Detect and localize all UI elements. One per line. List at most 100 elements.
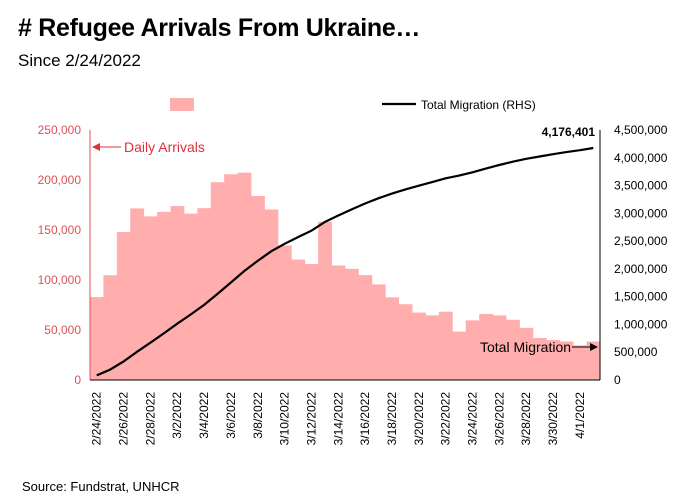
chart-source: Source: Fundstrat, UNHCR [22, 479, 180, 494]
chart-subtitle: Since 2/24/2022 [18, 51, 141, 70]
bar-label-3/2/2022: 173,952 [172, 161, 184, 203]
bar-label-3/20/2022: 67,405 [414, 274, 426, 309]
right-tick-3: 1,500,000 [614, 290, 668, 304]
bar-3/28/2022 [519, 327, 534, 380]
bar-3/9/2022 [264, 209, 279, 380]
bar-label-3/8/2022: 184,001 [253, 151, 265, 193]
bar-label-4/2/2022: 38,559 [588, 303, 600, 338]
bar-2/25/2022 [103, 275, 118, 380]
bar-label-2/24/2022: 82,955 [92, 259, 104, 294]
bar-3/26/2022 [492, 315, 507, 380]
right-tick-5: 2,500,000 [614, 234, 668, 248]
bar-3/13/2022 [318, 221, 332, 380]
daily-arrivals-annotation: Daily Arrivals [124, 139, 205, 155]
annotations: Daily Arrivals Total Migration 4,176,401 [92, 125, 598, 355]
bar-3/2/2022 [170, 206, 185, 380]
legend-label-bars: # Refugee Arrivals from Ukraine [194, 98, 364, 112]
bar-label-3/17/2022: 95,585 [374, 246, 386, 281]
bar-3/21/2022 [425, 315, 440, 380]
bar-3/20/2022 [412, 312, 426, 380]
bar-label-3/25/2022: 66,076 [481, 276, 493, 311]
bar-3/16/2022 [358, 275, 373, 380]
bar-3/23/2022 [452, 331, 467, 380]
x-tick-3/8/2022: 3/8/2022 [251, 392, 265, 439]
bar-label-3/7/2022: 207,322 [239, 128, 251, 170]
legend-swatch-bars [170, 98, 194, 111]
bar-3/11/2022 [291, 259, 306, 380]
bar-label-3/9/2022: 170,501 [266, 165, 278, 207]
bar-3/7/2022 [237, 172, 252, 380]
total-migration-line [96, 146, 594, 377]
x-tick-3/24/2022: 3/24/2022 [466, 392, 480, 446]
x-tick-3/18/2022: 3/18/2022 [385, 392, 399, 446]
bar-3/10/2022 [277, 245, 292, 380]
x-tick-3/4/2022: 3/4/2022 [197, 392, 211, 439]
right-tick-1: 500,000 [614, 345, 658, 359]
bar-3/4/2022 [197, 208, 212, 380]
bar-label-2/28/2022: 163,607 [145, 172, 157, 214]
right-tick-0: 0 [614, 373, 621, 387]
bar-3/19/2022 [398, 304, 413, 380]
bar-3/30/2022 [546, 340, 561, 380]
bar-label-3/13/2022: 158,341 [320, 177, 332, 219]
bar-4/1/2022 [573, 345, 587, 380]
left-axis: 0 50,000 100,000 150,000 200,000 250,000 [38, 123, 91, 387]
bar-3/18/2022 [385, 297, 400, 380]
bar-label-3/1/2022: 168,167 [159, 167, 171, 209]
bar-label-3/22/2022: 68,285 [441, 274, 453, 309]
bar-label-3/18/2022: 82,655 [387, 259, 399, 294]
bar-label-2/26/2022: 147,927 [119, 187, 131, 229]
right-tick-7: 3,500,000 [614, 179, 668, 193]
bar-label-3/23/2022: 48,405 [454, 293, 466, 328]
bar-3/17/2022 [371, 284, 386, 380]
bar-label-3/10/2022: 134,458 [280, 201, 292, 243]
left-tick-0: 0 [74, 373, 81, 387]
right-tick-6: 3,000,000 [614, 206, 668, 220]
x-tick-2/24/2022: 2/24/2022 [90, 392, 104, 446]
x-tick-3/28/2022: 3/28/2022 [519, 392, 533, 446]
bar-3/12/2022 [304, 264, 319, 380]
bar-3/25/2022 [479, 313, 494, 380]
bar-label-3/21/2022: 64,677 [427, 277, 439, 312]
total-migration-annotation: Total Migration [480, 339, 571, 355]
bar-label-3/30/2022: 39,954 [548, 301, 560, 337]
bar-label-3/28/2022: 52,138 [521, 290, 533, 325]
bar-2/27/2022 [130, 208, 145, 380]
x-tick-3/16/2022: 3/16/2022 [358, 392, 372, 446]
left-tick-4: 200,000 [38, 173, 82, 187]
bar-label-3/31/2022: 38,459 [561, 303, 573, 338]
left-tick-5: 250,000 [38, 123, 82, 137]
bar-3/24/2022 [465, 320, 480, 380]
bar-label-3/16/2022: 104,880 [360, 231, 372, 273]
left-tick-2: 100,000 [38, 273, 82, 287]
right-axis: 0 500,000 1,000,000 1,500,000 2,000,000 2,500… [599, 123, 668, 387]
right-tick-8: 4,000,000 [614, 151, 668, 165]
bar-series [90, 172, 601, 380]
bar-label-3/3/2022: 166,382 [186, 169, 198, 211]
bar-label-3/24/2022: 59,642 [468, 282, 480, 317]
bar-3/31/2022 [559, 341, 574, 380]
bar-label-3/4/2022: 171,826 [199, 164, 211, 206]
x-axis: 2/24/2022 2/26/2022 2/28/2022 3/2/2022 3/4/2… [90, 379, 600, 446]
bar-3/5/2022 [210, 182, 225, 380]
bar-label-2/27/2022: 171,579 [132, 164, 144, 206]
bar-3/15/2022 [345, 268, 359, 380]
bar-label-3/6/2022: 205,708 [226, 130, 238, 172]
last-value-label: 4,176,401 [542, 125, 596, 139]
legend-label-line: Total Migration (RHS) [421, 98, 536, 112]
total-migration-arrowhead [590, 343, 598, 351]
right-tick-2: 1,000,000 [614, 317, 668, 331]
bar-3/8/2022 [251, 195, 265, 380]
x-tick-2/28/2022: 2/28/2022 [143, 392, 157, 446]
left-tick-1: 50,000 [44, 323, 81, 337]
bar-label-4/1/2022: 34,640 [575, 307, 587, 342]
bar-label-3/5/2022: 197,818 [213, 138, 225, 180]
x-tick-2/26/2022: 2/26/2022 [117, 392, 131, 446]
x-tick-3/6/2022: 3/6/2022 [224, 392, 238, 439]
bar-3/27/2022 [506, 319, 520, 380]
x-tick-3/10/2022: 3/10/2022 [278, 392, 292, 446]
bar-3/3/2022 [183, 213, 198, 380]
bar-2/28/2022 [143, 216, 158, 380]
